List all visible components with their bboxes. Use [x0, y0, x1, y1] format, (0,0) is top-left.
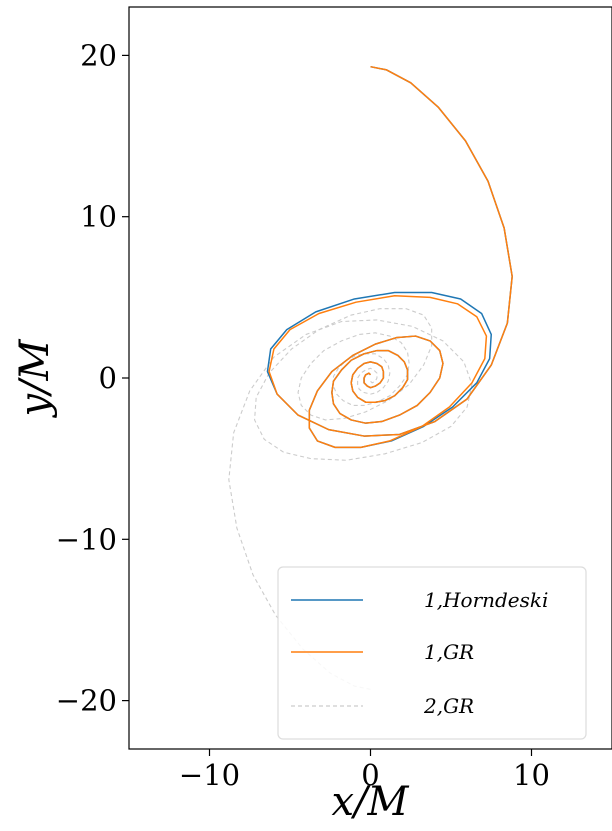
x-tick-label: −10 — [179, 758, 240, 792]
series-layer — [228, 65, 513, 690]
y-tick-label: 20 — [80, 38, 117, 72]
y-tick-label: 10 — [80, 200, 117, 234]
legend-box — [277, 566, 587, 740]
legend: 1,Horndeski 1,GR 2,GR — [277, 566, 587, 740]
x-tick-label: 0 — [361, 758, 379, 792]
x-axis-label: x/M — [332, 779, 410, 825]
x-tick-label: 10 — [513, 758, 550, 792]
legend-label-horndeski: 1,Horndeski — [424, 588, 548, 612]
y-tick-label: −10 — [56, 522, 117, 556]
legend-label-gr-2: 2,GR — [423, 694, 474, 718]
legend-label-gr-1: 1,GR — [424, 640, 474, 664]
ticks-layer: −10 0 10 −20 −10 0 10 20 — [56, 38, 550, 792]
y-axis-label: y/M — [12, 338, 58, 418]
series-line-2 — [268, 65, 513, 449]
y-tick-label: −20 — [56, 684, 117, 718]
y-tick-label: 0 — [99, 361, 117, 395]
series-line-3 — [228, 308, 473, 690]
